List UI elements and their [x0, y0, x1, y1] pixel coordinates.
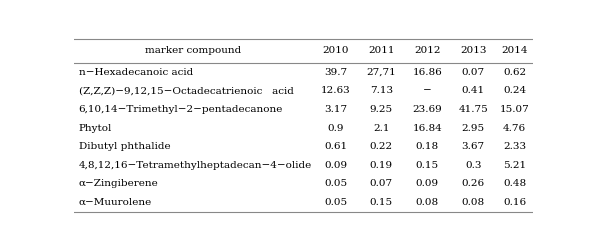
Text: 0.26: 0.26: [462, 179, 485, 188]
Text: 9.25: 9.25: [370, 105, 393, 114]
Text: 0.09: 0.09: [416, 179, 439, 188]
Text: 39.7: 39.7: [324, 68, 347, 77]
Text: n−Hexadecanoic acid: n−Hexadecanoic acid: [79, 68, 193, 77]
Text: 0.19: 0.19: [370, 161, 393, 170]
Text: 2.33: 2.33: [503, 142, 526, 151]
Text: 2012: 2012: [414, 46, 440, 55]
Text: 0.41: 0.41: [462, 86, 485, 95]
Text: 0.61: 0.61: [324, 142, 347, 151]
Text: 0.48: 0.48: [503, 179, 526, 188]
Text: −: −: [423, 86, 432, 95]
Text: 12.63: 12.63: [321, 86, 350, 95]
Text: 4,8,12,16−Tetramethylheptadecan−4−olide: 4,8,12,16−Tetramethylheptadecan−4−olide: [79, 161, 312, 170]
Text: 3.17: 3.17: [324, 105, 347, 114]
Text: 0.07: 0.07: [370, 179, 393, 188]
Text: 2011: 2011: [368, 46, 395, 55]
Text: 2.95: 2.95: [462, 123, 485, 132]
Text: 2014: 2014: [501, 46, 527, 55]
Text: marker compound: marker compound: [145, 46, 242, 55]
Text: 0.08: 0.08: [416, 198, 439, 207]
Text: 5.21: 5.21: [503, 161, 526, 170]
Text: 41.75: 41.75: [458, 105, 488, 114]
Text: 23.69: 23.69: [413, 105, 442, 114]
Text: 0.9: 0.9: [327, 123, 344, 132]
Text: 0.15: 0.15: [416, 161, 439, 170]
Text: 4.76: 4.76: [503, 123, 526, 132]
Text: 16.84: 16.84: [413, 123, 442, 132]
Text: α−Muurolene: α−Muurolene: [79, 198, 152, 207]
Text: 0.24: 0.24: [503, 86, 526, 95]
Text: 16.86: 16.86: [413, 68, 442, 77]
Text: 2013: 2013: [460, 46, 487, 55]
Text: 7.13: 7.13: [370, 86, 393, 95]
Text: (Z,Z,Z)−9,12,15−Octadecatrienoic   acid: (Z,Z,Z)−9,12,15−Octadecatrienoic acid: [79, 86, 294, 95]
Text: 2.1: 2.1: [373, 123, 390, 132]
Text: 15.07: 15.07: [500, 105, 529, 114]
Text: 0.09: 0.09: [324, 161, 347, 170]
Text: 0.16: 0.16: [503, 198, 526, 207]
Text: 0.18: 0.18: [416, 142, 439, 151]
Text: 0.62: 0.62: [503, 68, 526, 77]
Text: 0.3: 0.3: [465, 161, 481, 170]
Text: α−Zingiberene: α−Zingiberene: [79, 179, 158, 188]
Text: 27,71: 27,71: [366, 68, 396, 77]
Text: 0.08: 0.08: [462, 198, 485, 207]
Text: Dibutyl phthalide: Dibutyl phthalide: [79, 142, 170, 151]
Text: 0.22: 0.22: [370, 142, 393, 151]
Text: 2010: 2010: [322, 46, 349, 55]
Text: 6,10,14−Trimethyl−2−pentadecanone: 6,10,14−Trimethyl−2−pentadecanone: [79, 105, 283, 114]
Text: 0.05: 0.05: [324, 198, 347, 207]
Text: 3.67: 3.67: [462, 142, 485, 151]
Text: 0.15: 0.15: [370, 198, 393, 207]
Text: 0.05: 0.05: [324, 179, 347, 188]
Text: 0.07: 0.07: [462, 68, 485, 77]
Text: Phytol: Phytol: [79, 123, 112, 132]
